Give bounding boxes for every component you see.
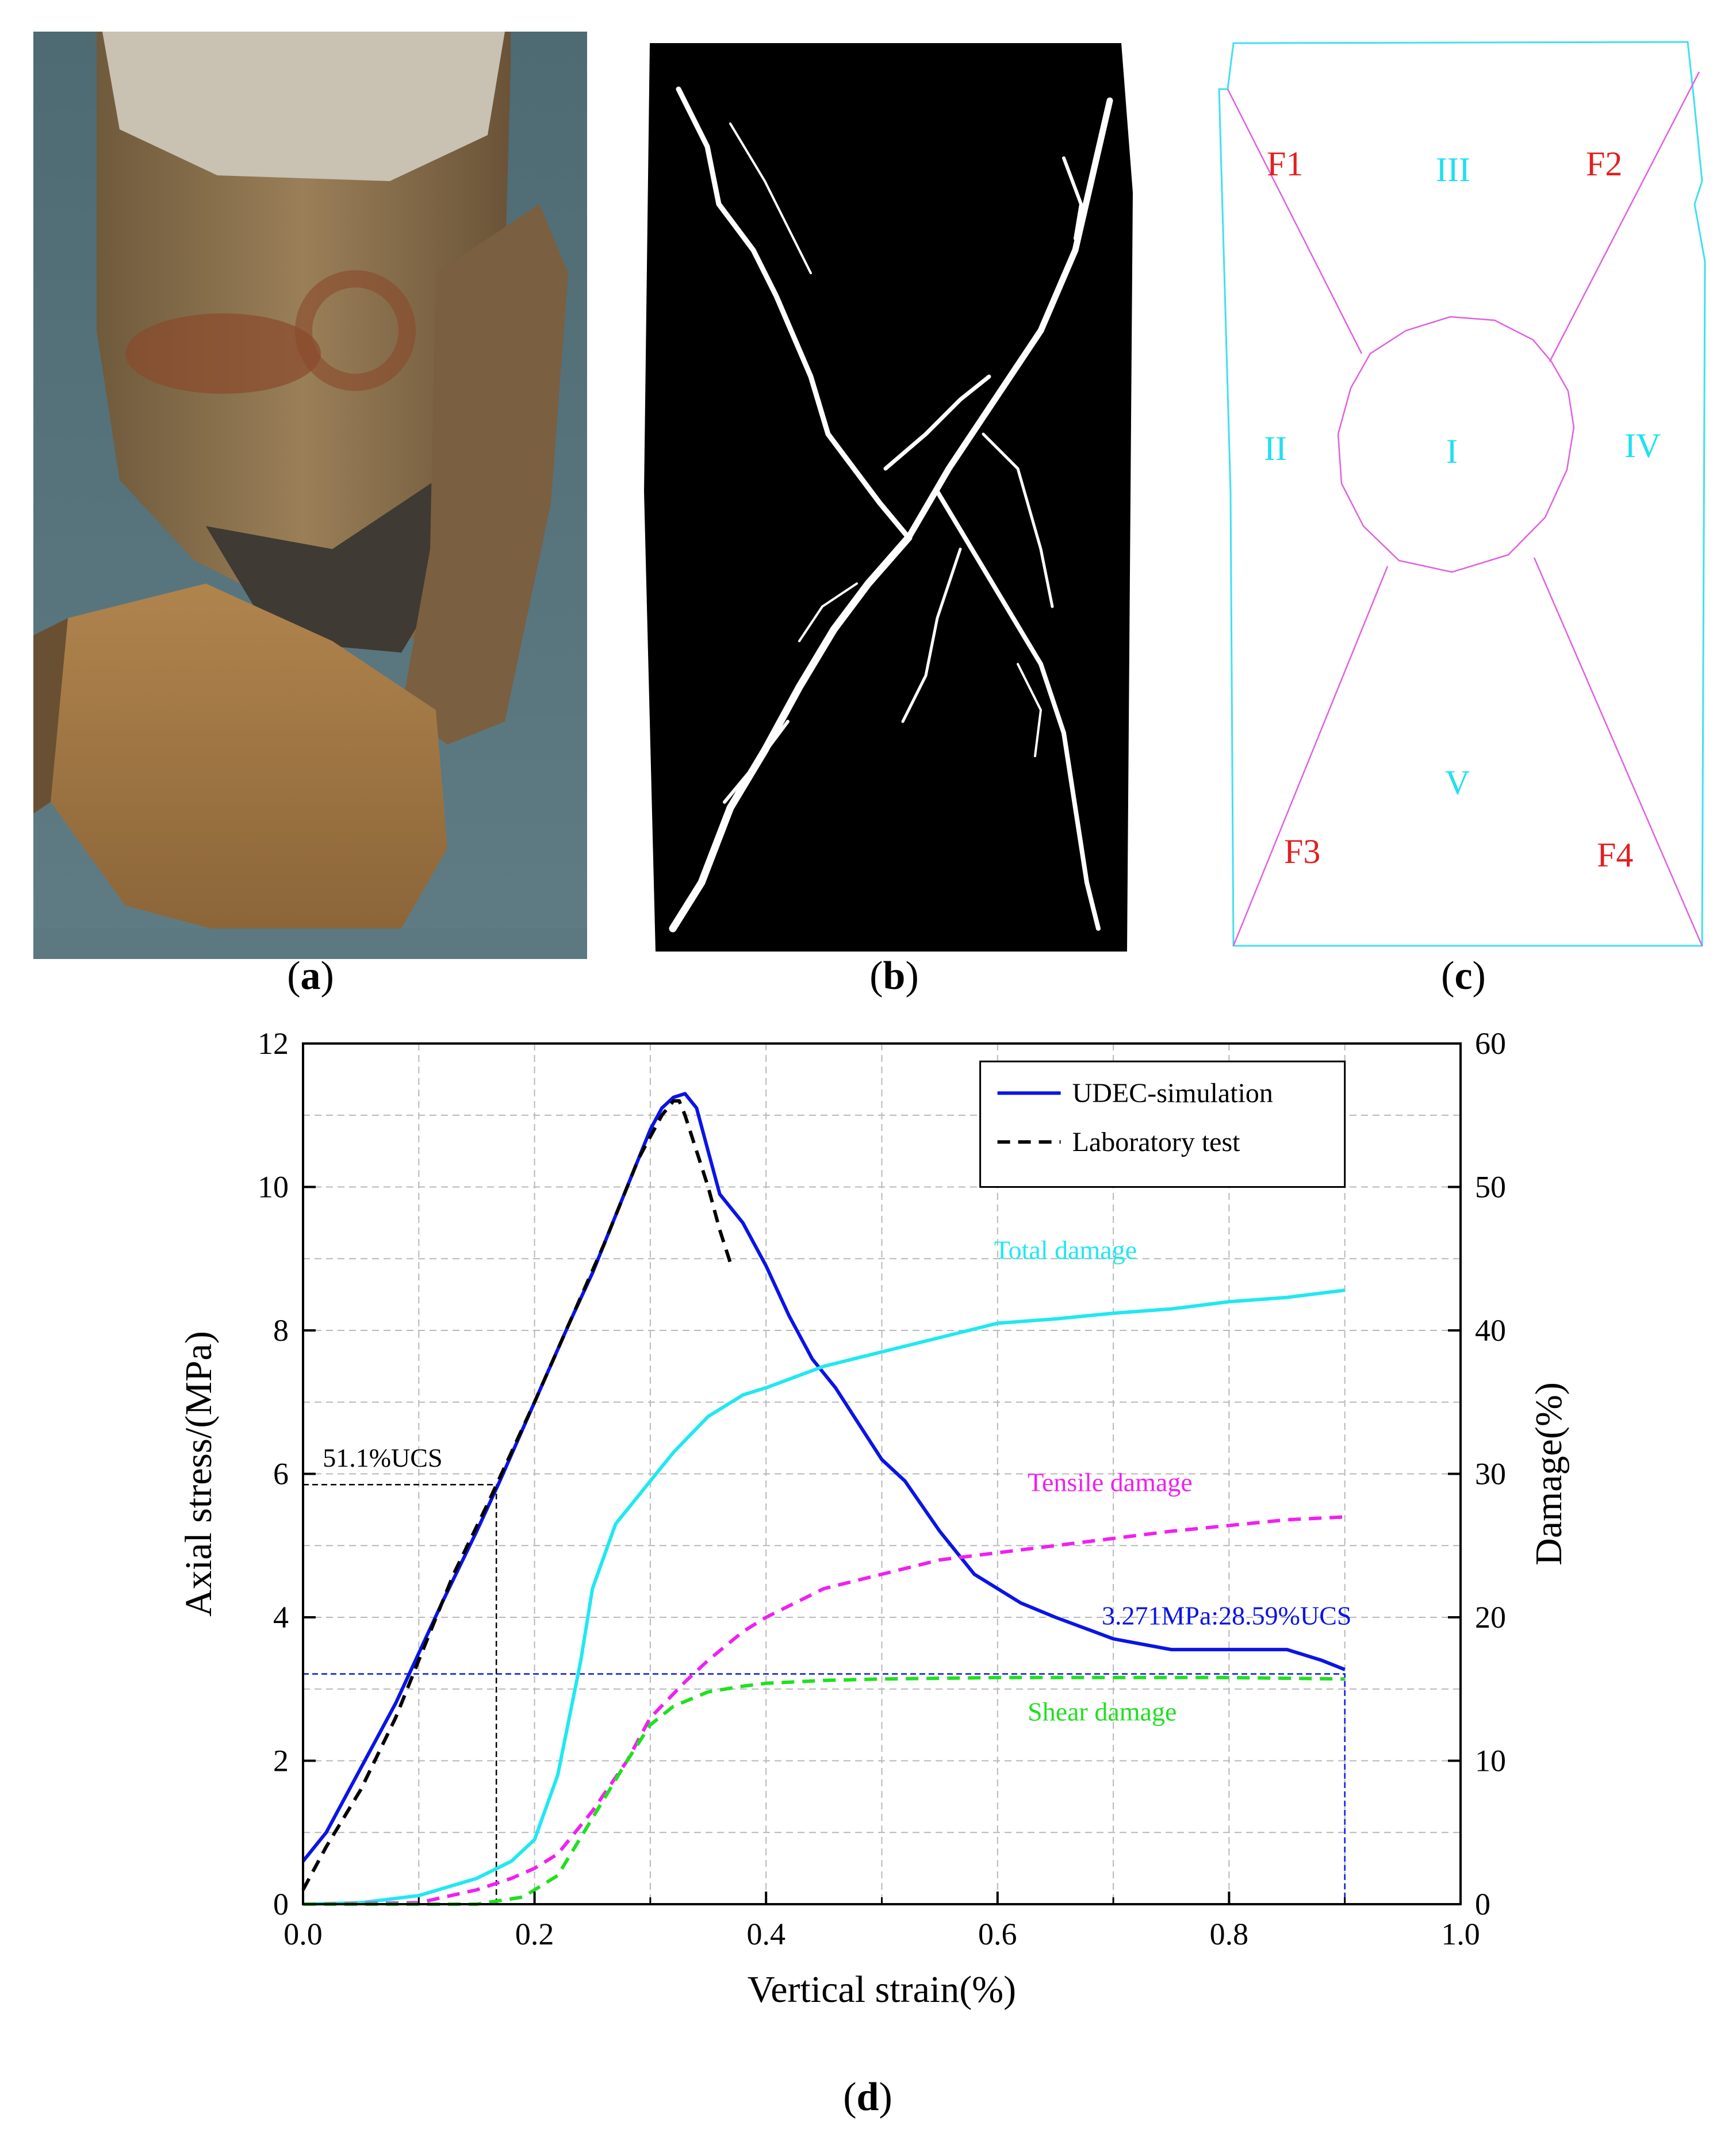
x-axis-label: Vertical strain(%)	[748, 1969, 1016, 2011]
fracture-pattern-drawing	[644, 43, 1133, 952]
y-tick-label: 10	[258, 1170, 289, 1204]
y2-tick-label: 50	[1475, 1170, 1506, 1204]
x-tick-label: 0.8	[1210, 1917, 1249, 1951]
y-tick-label: 0	[273, 1887, 289, 1921]
x-axis-ticks: 0.0 0.2 0.4 0.6 0.8 1.0	[283, 1892, 1480, 1951]
annotation-51-ucs: 51.1%UCS	[323, 1443, 442, 1472]
legend-label-lab: Laboratory test	[1072, 1127, 1241, 1157]
annotation-shear-damage: Shear damage	[1028, 1697, 1177, 1727]
series-line-tensile-damage	[302, 1515, 1345, 1906]
series-line-shear-damage	[303, 1675, 1345, 1906]
zone-schematic-drawing: F1 F2 F3 F4 III II I IV V	[1218, 41, 1706, 947]
stress-damage-chart: 0.0 0.2 0.4 0.6 0.8 1.0 0 2 4 6 8 10 12 0 10 20 30 40 50…	[0, 1012, 1736, 2129]
y2-tick-label: 0	[1475, 1887, 1490, 1921]
x-tick-label: 0.6	[978, 1917, 1017, 1951]
x-tick-label: 0.2	[515, 1917, 554, 1951]
y2-tick-label: 10	[1475, 1744, 1506, 1778]
specimen-photo-drawing	[33, 32, 587, 959]
x-tick-label: 0.0	[283, 1917, 323, 1951]
series-line-udec-simulation	[301, 1092, 1346, 1863]
y-tick-label: 4	[273, 1600, 289, 1635]
y-tick-label: 2	[273, 1744, 289, 1778]
annotation-total-damage: Total damage	[994, 1235, 1137, 1264]
fracture-pattern	[638, 32, 1144, 959]
y-axis-ticks: 0 2 4 6 8 10 12	[258, 1026, 316, 1921]
series-line-laboratory-test	[301, 1099, 733, 1891]
caption-a: (a)	[287, 954, 334, 998]
label-zone-ii: II	[1264, 429, 1287, 467]
legend-box	[979, 1060, 1346, 1188]
series-line-total-damage	[302, 1288, 1346, 1906]
y-tick-label: 8	[273, 1313, 289, 1348]
label-zone-iv: IV	[1624, 427, 1661, 465]
fracture-line-f4	[1533, 557, 1703, 946]
annotation-tensile-damage: Tensile damage	[1028, 1467, 1193, 1497]
y-tick-label: 12	[258, 1026, 289, 1061]
caption-d: (d)	[843, 2075, 892, 2119]
fracture-line-f2	[1549, 71, 1700, 362]
fracture-line-f3	[1232, 566, 1389, 946]
label-f1: F1	[1267, 145, 1303, 183]
y2-axis-label: Damage(%)	[1528, 1382, 1570, 1566]
chart-legend: UDEC-simulation Laboratory test	[979, 1060, 1346, 1188]
y2-axis-ticks: 0 10 20 30 40 50 60	[1448, 1026, 1506, 1921]
label-f3: F3	[1284, 833, 1320, 870]
annotation-residual: 3.271MPa:28.59%UCS	[1102, 1601, 1351, 1630]
label-f2: F2	[1586, 145, 1622, 183]
x-tick-label: 0.4	[746, 1917, 785, 1951]
reference-line-residual	[303, 1673, 1346, 1904]
y2-tick-label: 30	[1475, 1457, 1506, 1491]
y-axis-label: Axial stress/(MPa)	[178, 1331, 220, 1617]
captions-top: (a) (b) (c)	[287, 954, 1486, 998]
label-zone-i: I	[1446, 432, 1458, 470]
y2-tick-label: 60	[1475, 1026, 1506, 1061]
y2-tick-label: 20	[1475, 1600, 1506, 1635]
legend-label-udec: UDEC-simulation	[1072, 1078, 1273, 1108]
specimen-photo	[33, 32, 587, 959]
chart-series	[301, 1092, 1346, 1906]
chart-svg: 0.0 0.2 0.4 0.6 0.8 1.0 0 2 4 6 8 10 12 0 10 20 30 40 50…	[178, 1026, 1570, 2119]
central-zone-boundary	[1337, 316, 1575, 573]
zone-schematic: F1 F2 F3 F4 III II I IV V	[1216, 32, 1722, 959]
reference-lines	[303, 1483, 1346, 1904]
label-zone-v: V	[1445, 764, 1470, 801]
x-tick-label: 1.0	[1441, 1917, 1480, 1951]
y2-tick-label: 40	[1475, 1313, 1506, 1348]
caption-c: (c)	[1441, 954, 1486, 998]
fracture-line-f1	[1227, 89, 1363, 354]
y-tick-label: 6	[273, 1457, 289, 1491]
label-f4: F4	[1597, 836, 1633, 874]
label-zone-iii: III	[1436, 151, 1470, 189]
caption-b: (b)	[869, 954, 919, 998]
